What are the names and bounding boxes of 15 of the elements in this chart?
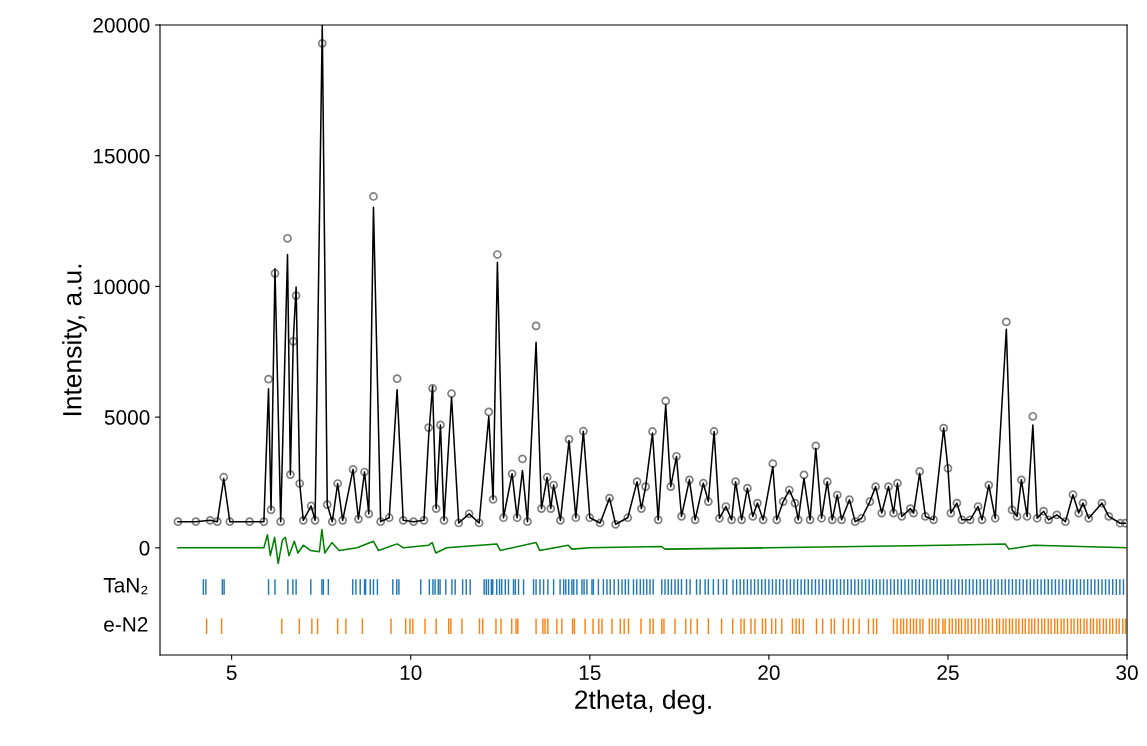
y-tick-label: 20000 [93, 17, 150, 33]
x-tick-label: 30 [1116, 665, 1138, 681]
x-tick-label: 20 [758, 665, 780, 681]
x-tick-label: 5 [226, 665, 237, 681]
x-tick-label: 15 [579, 665, 601, 681]
text: e-N2 [104, 617, 148, 632]
y-tick-label: 10000 [93, 279, 150, 295]
x-tick-label: 10 [400, 665, 422, 681]
x-axis-title: 2theta, deg. [575, 689, 711, 715]
x-tick-label: 25 [937, 665, 959, 681]
text: TaN₂ [103, 578, 148, 595]
y-axis-title: Intensity, a.u. [62, 264, 87, 416]
y-tick-label: 15000 [93, 148, 150, 164]
y-tick-label: 0 [139, 540, 150, 556]
y-tick-label: 5000 [104, 410, 150, 425]
